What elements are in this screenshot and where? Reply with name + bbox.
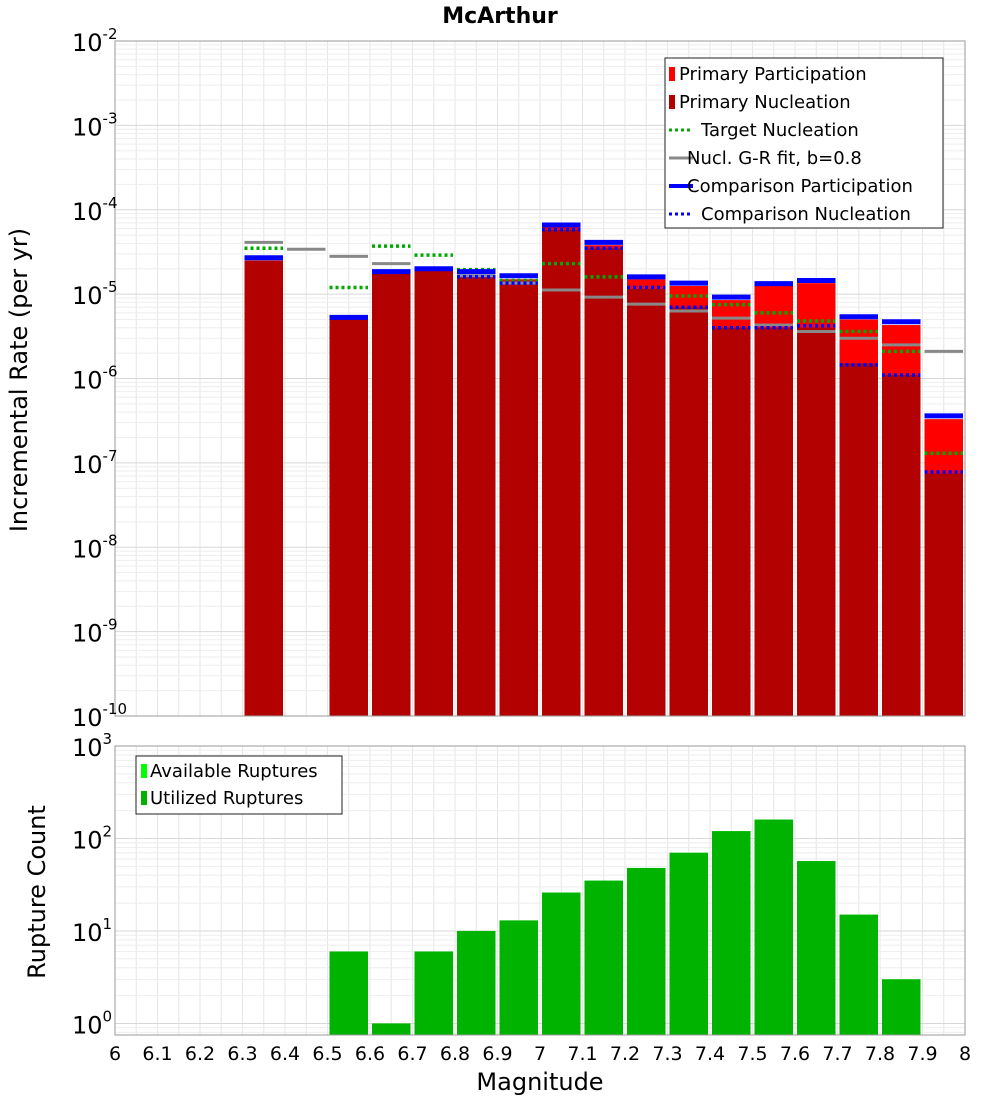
x-tick-label: 6.7 [397, 1043, 427, 1065]
bar-utilized-ruptures [499, 920, 538, 1035]
bar-utilized-ruptures [542, 892, 581, 1035]
top-y-tick-label: 10-10 [72, 700, 127, 732]
legend-label-comparison-nucleation: Comparison Nucleation [701, 204, 911, 225]
legend-item-nucl-g-r-fit-b-0-8: Nucl. G-R fit, b=0.8 [669, 148, 862, 169]
legend-swatch-utilized-ruptures [141, 791, 147, 805]
x-tick-label: 6.4 [270, 1043, 300, 1065]
x-tick-label: 8 [959, 1043, 971, 1065]
bar-utilized-ruptures [882, 979, 921, 1035]
bar-primary-nucleation [329, 319, 368, 716]
legend-item-primary-nucleation: Primary Nucleation [669, 92, 851, 113]
bar-primary-nucleation [499, 283, 538, 716]
legend-item-utilized-ruptures: Utilized Ruptures [141, 788, 303, 809]
x-tick-label: 6.3 [227, 1043, 257, 1065]
legend-swatch-primary-nucleation [669, 95, 675, 109]
x-tick-label: 7.5 [737, 1043, 767, 1065]
bottom-plot: 100 101 102 103 6 6.1 6.2 6.3 6.4 6.5 6.6 6.7 6.8 6.9… [72, 730, 971, 1065]
bottom-legend-box [135, 755, 343, 815]
bottom-plot-border [114, 745, 966, 1036]
top-y-tick-label: 10-2 [72, 25, 118, 57]
top-legend-box [664, 57, 944, 229]
x-tick-label: 6 [109, 1043, 121, 1065]
top-y-axis-label: Incremental Rate (per yr) [5, 228, 33, 532]
bar-primary-nucleation [669, 307, 708, 716]
x-tick-label: 7.8 [865, 1043, 895, 1065]
legend-item-available-ruptures: Available Ruptures [141, 761, 318, 782]
top-y-tick-label: 10-5 [72, 278, 118, 310]
x-tick-label: 6.6 [355, 1043, 385, 1065]
legend-label-nucl-g-r-fit-b-0-8: Nucl. G-R fit, b=0.8 [687, 148, 862, 169]
top-y-tick-label: 10-8 [72, 531, 118, 563]
bar-primary-nucleation [882, 375, 921, 716]
top-y-tick-label: 10-7 [72, 447, 118, 479]
top-legend: Primary Participation Primary Nucleation T… [664, 57, 944, 229]
bottom-y-tick-label: 101 [72, 915, 112, 947]
bar-primary-nucleation [924, 473, 963, 716]
x-tick-label: 7.4 [695, 1043, 725, 1065]
bottom-y-tick-label: 102 [72, 822, 112, 854]
bottom-y-tick-label: 100 [72, 1007, 112, 1039]
bottom-legend: Available Ruptures Utilized Ruptures [135, 755, 343, 815]
legend-item-comparison-participation: Comparison Participation [669, 176, 913, 197]
bar-primary-nucleation [797, 327, 836, 716]
bar-utilized-ruptures [839, 914, 878, 1035]
bottom-y-tick-label: 103 [72, 730, 112, 762]
bar-utilized-ruptures [797, 861, 836, 1035]
bar-utilized-ruptures [584, 880, 623, 1035]
x-tick-label: 6.2 [185, 1043, 215, 1065]
bar-utilized-ruptures [627, 867, 666, 1035]
top-y-tick-label: 10-9 [72, 616, 118, 648]
top-plot-border [114, 40, 966, 717]
bar-utilized-ruptures [372, 1023, 411, 1035]
bar-utilized-ruptures [754, 819, 793, 1035]
bar-primary-nucleation [627, 289, 666, 716]
bar-primary-nucleation [372, 273, 411, 716]
bar-primary-nucleation [414, 270, 453, 716]
legend-label-primary-participation: Primary Participation [679, 64, 867, 85]
bottom-y-axis-label: Rupture Count [23, 805, 51, 979]
x-tick-label: 6.1 [142, 1043, 172, 1065]
bar-primary-nucleation [542, 229, 581, 717]
legend-label-target-nucleation: Target Nucleation [700, 120, 859, 141]
x-tick-label: 7.2 [610, 1043, 640, 1065]
bar-primary-nucleation [244, 260, 283, 716]
bar-primary-nucleation [712, 327, 751, 716]
legend-label-comparison-participation: Comparison Participation [687, 176, 913, 197]
bar-utilized-ruptures [457, 930, 496, 1035]
legend-swatch-primary-participation [669, 67, 675, 81]
x-tick-label: 6.8 [440, 1043, 470, 1065]
bar-utilized-ruptures [329, 951, 368, 1035]
legend-label-available-ruptures: Available Ruptures [150, 761, 318, 782]
legend-label-primary-nucleation: Primary Nucleation [679, 92, 851, 113]
x-tick-label: 7.9 [907, 1043, 937, 1065]
legend-swatch-available-ruptures [141, 764, 147, 778]
x-tick-label: 7.3 [652, 1043, 682, 1065]
bar-primary-nucleation [457, 276, 496, 716]
x-tick-label: 7.6 [780, 1043, 810, 1065]
top-plot: 10-10 10-9 10-8 10-7 10-6 10-5 10-4 10-3 10-2 Pri… [72, 25, 966, 732]
x-tick-label: 7.7 [822, 1043, 852, 1065]
bar-utilized-ruptures [712, 831, 751, 1035]
chart-title: McArthur [442, 4, 558, 29]
top-y-tick-label: 10-6 [72, 363, 118, 395]
x-tick-label: 6.5 [312, 1043, 342, 1065]
top-y-tick-label: 10-4 [72, 194, 118, 226]
legend-item-target-nucleation: Target Nucleation [669, 120, 859, 141]
legend-item-primary-participation: Primary Participation [669, 64, 867, 85]
x-tick-label: 7.1 [567, 1043, 597, 1065]
bar-utilized-ruptures [669, 852, 708, 1035]
bar-primary-nucleation [839, 363, 878, 716]
legend-item-comparison-nucleation: Comparison Nucleation [669, 204, 911, 225]
x-tick-label: 7 [534, 1043, 546, 1065]
x-tick-label: 6.9 [482, 1043, 512, 1065]
bar-primary-nucleation [754, 327, 793, 716]
legend-label-utilized-ruptures: Utilized Ruptures [150, 788, 303, 809]
top-y-tick-label: 10-3 [72, 109, 118, 141]
bar-utilized-ruptures [414, 951, 453, 1035]
bar-primary-nucleation [584, 248, 623, 717]
x-axis-label: Magnitude [476, 1068, 603, 1096]
